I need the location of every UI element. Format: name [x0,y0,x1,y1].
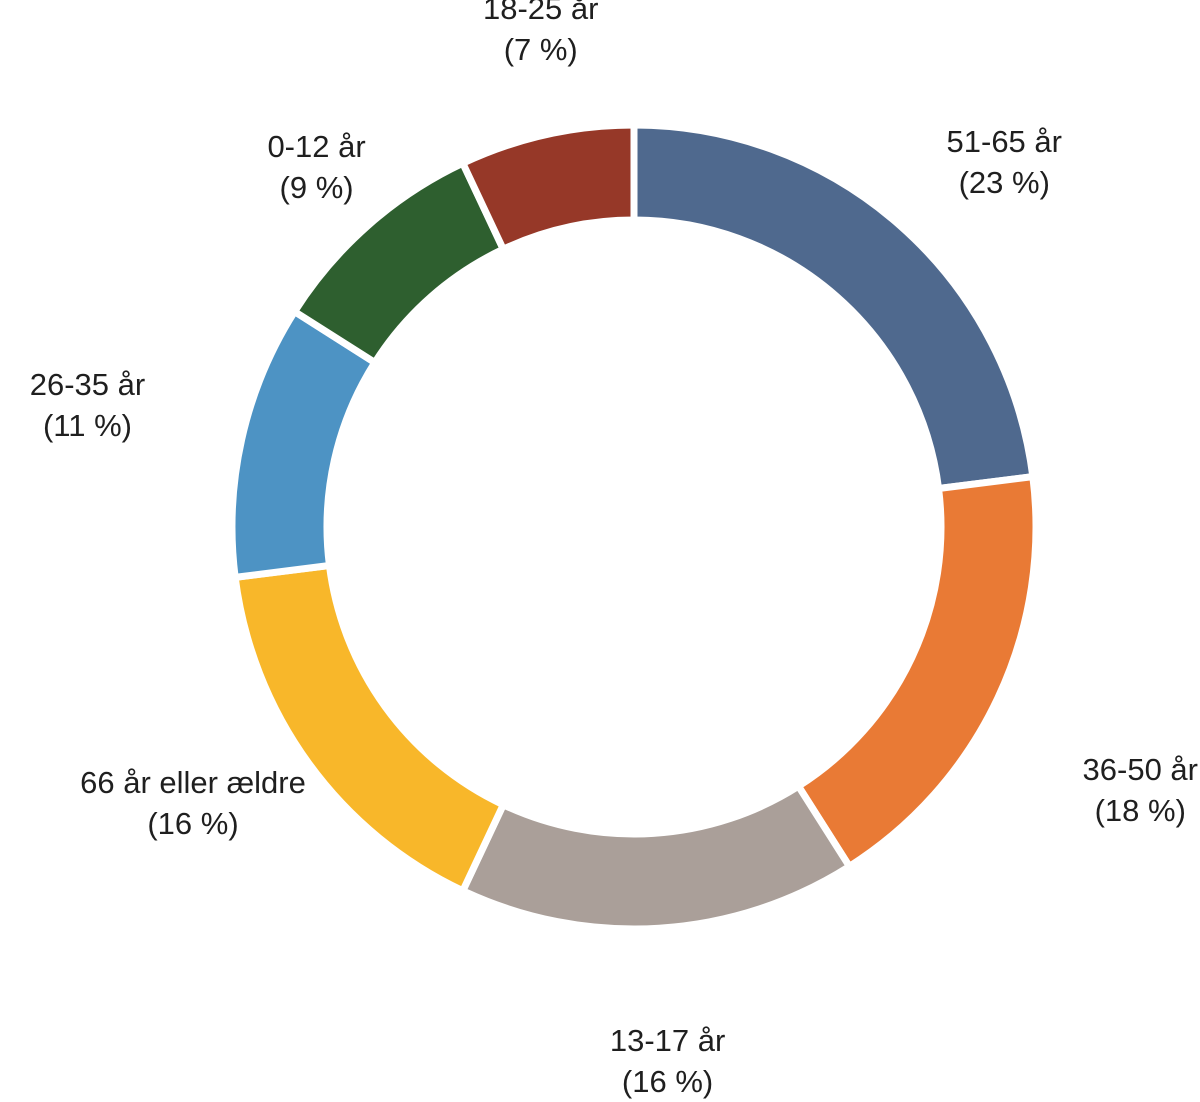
slice-label-26-35: 26-35 år (11 %) [30,364,145,446]
slice-value-18-25: (7 %) [503,31,578,67]
slice-value-66-plus: (16 %) [147,805,239,841]
slice-category-66-plus: 66 år eller ældre [80,764,306,800]
slice-value-0-12: (9 %) [279,169,354,205]
slice-value-26-35: (11 %) [42,407,132,443]
donut-slice-2 [793,472,1040,872]
slice-label-66-plus: 66 år eller ældre (16 %) [80,762,306,844]
slice-value-51-65: (23 %) [958,164,1050,200]
donut-chart: 51-65 år (23 %) 36-50 år (18 %) 13-17 år… [30,0,1198,1099]
slice-label-0-12: 0-12 år (9 %) [267,126,365,208]
slice-category-13-17: 13-17 år [609,1022,726,1058]
donut-slice-7 [458,121,638,254]
slice-label-51-65: 51-65 år (23 %) [947,121,1062,203]
slice-category-26-35: 26-35 år [29,366,146,402]
slice-category-0-12: 0-12 år [267,128,366,164]
donut-slice-3 [458,781,855,933]
donut-chart-svg [232,121,1040,933]
slice-value-13-17: (16 %) [621,1063,714,1099]
slice-label-36-50: 36-50 år (18 %) [1083,749,1198,831]
slice-label-18-25: 18-25 år (7 %) [483,0,598,70]
slice-label-13-17: 13-17 år (16 %) [610,1020,725,1102]
slice-category-18-25: 18-25 år [483,0,599,26]
slice-category-36-50: 36-50 år [1082,751,1198,787]
slice-value-36-50: (18 %) [1094,792,1186,828]
slice-category-51-65: 51-65 år [946,123,1062,159]
